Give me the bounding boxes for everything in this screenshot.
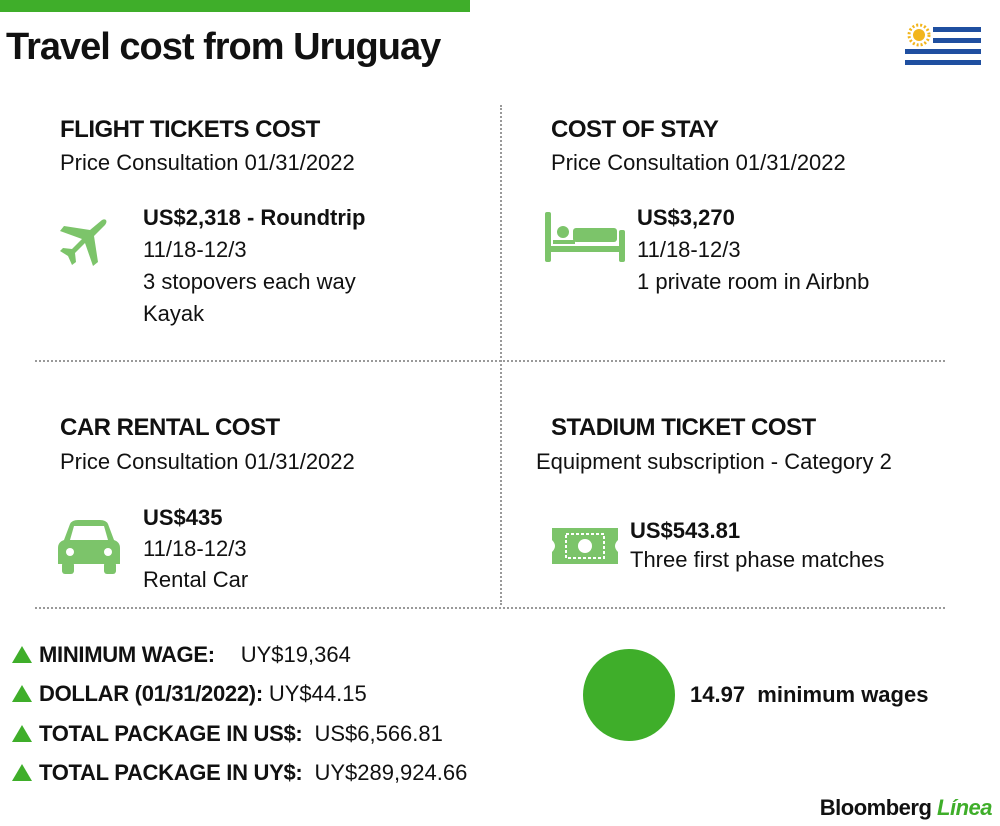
flag [905, 22, 981, 70]
panel-line: Rental Car [143, 567, 249, 592]
stat-label: MINIMUM WAGE: [39, 642, 215, 667]
panel-title: COST OF STAY [551, 116, 719, 143]
summary-circle [583, 649, 675, 741]
stat-value: UY$289,924.66 [314, 760, 468, 785]
ticket-icon [552, 528, 618, 564]
panel-line: US$435 [143, 505, 223, 530]
panel-line: Three first phase matches [630, 547, 885, 572]
brand-name: Bloomberg [819, 795, 932, 820]
bed-icon [545, 212, 625, 262]
panel-subtitle: Price Consultation 01/31/2022 [60, 449, 355, 474]
panel-title: CAR RENTAL COST [60, 414, 280, 441]
stat-row: TOTAL PACKAGE IN UY$: UY$289,924.66 [12, 760, 467, 786]
stat-row: DOLLAR (01/31/2022): UY$44.15 [12, 681, 367, 707]
stat-label: TOTAL PACKAGE IN US$: [39, 721, 303, 746]
stat-label: DOLLAR (01/31/2022): [39, 681, 263, 706]
panel-subtitle: Price Consultation 01/31/2022 [60, 150, 355, 175]
panel-line: 3 stopovers each way [143, 269, 356, 294]
brand-accent: Línea [937, 795, 992, 820]
panel-subtitle: Equipment subscription - Category 2 [536, 449, 892, 474]
divider [500, 105, 502, 605]
panel-title: STADIUM TICKET COST [551, 414, 816, 441]
stat-row: TOTAL PACKAGE IN US$: US$6,566.81 [12, 721, 443, 747]
panel-line: US$543.81 [630, 518, 741, 543]
panel-line: US$3,270 [637, 205, 735, 230]
panel-line: 11/18-12/3 [143, 536, 247, 561]
stat-value: UY$44.15 [268, 681, 367, 706]
summary-label: minimum wages [757, 682, 929, 707]
car-icon [58, 520, 120, 574]
divider [35, 607, 945, 609]
divider [35, 360, 945, 362]
panel-line: 1 private room in Airbnb [637, 269, 870, 294]
accent-bar [0, 0, 470, 12]
panel-title: FLIGHT TICKETS COST [60, 116, 320, 143]
stat-value: US$6,566.81 [314, 721, 443, 746]
panel-line: US$2,318 - Roundtrip [143, 205, 366, 230]
stat-label: TOTAL PACKAGE IN UY$: [39, 760, 303, 785]
panel-line: Kayak [143, 301, 205, 326]
panel-subtitle: Price Consultation 01/31/2022 [551, 150, 846, 175]
panel-line: 11/18-12/3 [143, 237, 247, 262]
stat-value: UY$19,364 [240, 642, 351, 667]
panel-line: 11/18-12/3 [637, 237, 741, 262]
brand: Bloomberg Línea [819, 795, 993, 821]
stat-row: MINIMUM WAGE: UY$19,364 [12, 642, 351, 668]
plane-icon [60, 219, 107, 266]
summary: 14.97 minimum wages [690, 682, 928, 708]
title: Travel cost from Uruguay [6, 26, 441, 68]
summary-value: 14.97 [690, 682, 746, 707]
